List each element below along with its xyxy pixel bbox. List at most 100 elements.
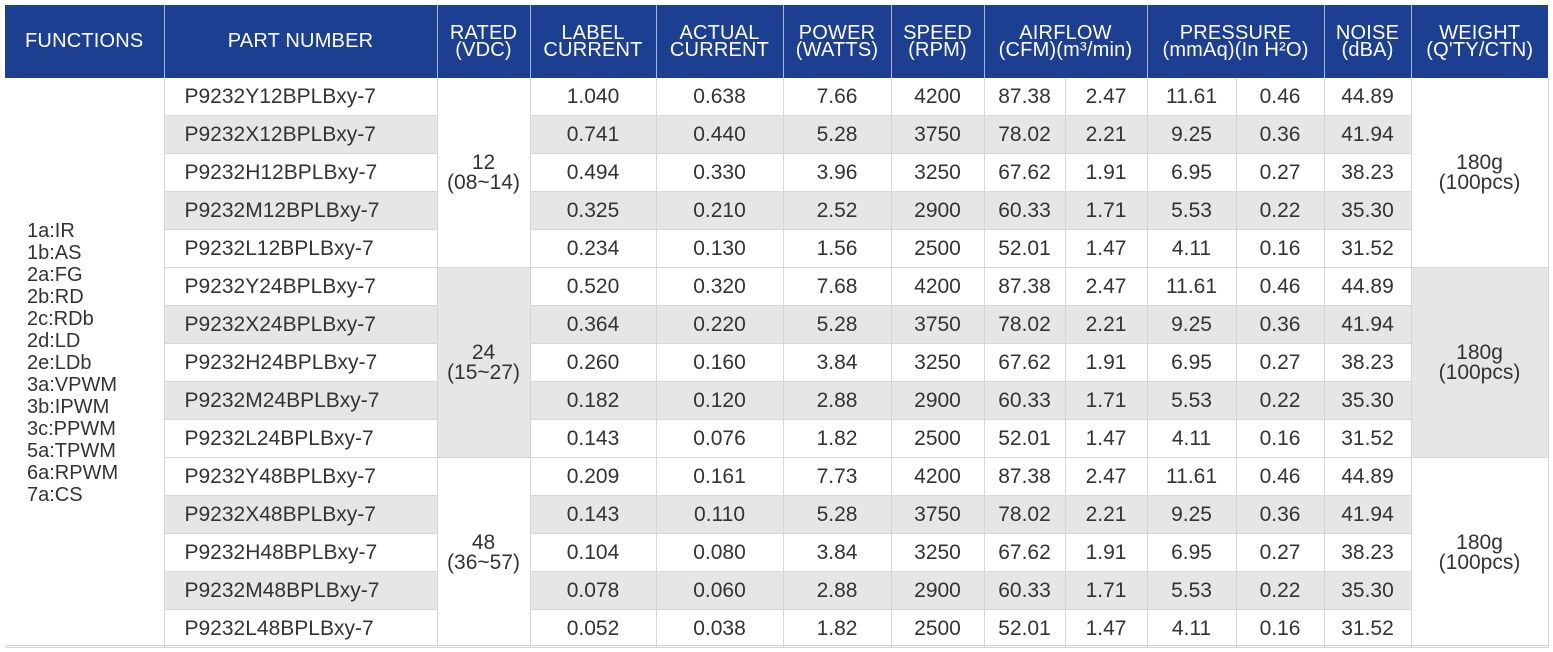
speed-cell: 2500 xyxy=(891,609,985,648)
table-row: P9232L12BPLBxy-7 0.234 0.130 1.56 2500 52.01 1… xyxy=(5,229,1548,268)
airflow-cfm-cell: 67.62 xyxy=(984,153,1066,192)
part-number-cell: P9232Y24BPLBxy-7 xyxy=(164,267,438,306)
airflow-cfm-cell: 52.01 xyxy=(984,419,1066,458)
noise-cell: 44.89 xyxy=(1324,457,1412,496)
label-current-cell: 1.040 xyxy=(530,78,657,116)
table-row: P9232Y48BPLBxy-7 48 (36~57) 0.209 0.161 7.73 4… xyxy=(5,457,1549,648)
rated-voltage-line: (08~14) xyxy=(447,170,520,194)
part-number-cell: P9232L48BPLBxy-7 xyxy=(164,609,438,648)
table-row: P9232H12BPLBxy-7 0.494 0.330 3.96 3250 67.62 1… xyxy=(5,153,1548,192)
airflow-cfm-cell: 87.38 xyxy=(984,457,1066,496)
speed-cell: 2900 xyxy=(891,571,985,610)
noise-cell: 38.23 xyxy=(1324,153,1412,192)
actual-current-cell: 0.076 xyxy=(656,419,784,458)
label-current-cell: 0.520 xyxy=(530,267,657,306)
noise-cell: 41.94 xyxy=(1324,305,1412,344)
function-item: 2c:RDb xyxy=(27,307,94,330)
airflow-m3min-cell: 2.21 xyxy=(1065,115,1148,154)
power-cell: 5.28 xyxy=(783,305,892,344)
pressure-inh2o-cell: 0.36 xyxy=(1236,115,1325,154)
pressure-mmaq-cell: 6.95 xyxy=(1147,533,1237,572)
noise-cell: 35.30 xyxy=(1324,191,1412,230)
header-noise-line1: NOISE xyxy=(1335,21,1400,44)
airflow-cfm-cell: 78.02 xyxy=(984,115,1066,154)
airflow-cfm-cell: 78.02 xyxy=(984,305,1066,344)
speed-cell: 2500 xyxy=(891,229,985,268)
airflow-cfm-cell: 52.01 xyxy=(984,609,1066,648)
function-item: 2d:LD xyxy=(27,329,81,352)
function-item: 3b:IPWM xyxy=(27,395,110,418)
noise-cell: 31.52 xyxy=(1324,609,1412,648)
pressure-mmaq-cell: 9.25 xyxy=(1147,115,1237,154)
table-row: 1a:IR 1b:AS 2a:FG 2b:RD 2c:RDb 2d:LD 2e:LDb 3a:… xyxy=(5,78,1549,648)
noise-cell: 35.30 xyxy=(1324,381,1412,420)
rated-voltage-line: (15~27) xyxy=(447,360,520,384)
noise-cell: 35.30 xyxy=(1324,571,1412,610)
function-item: 2a:FG xyxy=(27,263,83,286)
table-row: P9232M24BPLBxy-7 0.182 0.120 2.88 2900 60.33 1… xyxy=(5,381,1548,420)
noise-cell: 38.23 xyxy=(1324,343,1412,382)
power-cell: 5.28 xyxy=(783,495,892,534)
power-cell: 7.66 xyxy=(783,78,892,116)
function-item: 1b:AS xyxy=(27,241,82,264)
table-row: P9232X48BPLBxy-7 0.143 0.110 5.28 3750 78.02 2… xyxy=(5,495,1548,534)
airflow-cfm-cell: 60.33 xyxy=(984,381,1066,420)
part-number-cell: P9232Y48BPLBxy-7 xyxy=(164,457,438,496)
pressure-mmaq-cell: 4.11 xyxy=(1147,229,1237,268)
header-label-current: LABEL CURRENT xyxy=(530,5,657,78)
rated-voltage-line: 48 xyxy=(471,530,496,554)
header-actual-current: ACTUAL CURRENT xyxy=(656,5,784,78)
airflow-cfm-cell: 52.01 xyxy=(984,229,1066,268)
part-number-cell: P9232X48BPLBxy-7 xyxy=(164,495,438,534)
airflow-m3min-cell: 1.47 xyxy=(1065,229,1148,268)
label-current-cell: 0.494 xyxy=(530,153,657,192)
label-current-cell: 0.364 xyxy=(530,305,657,344)
pressure-mmaq-cell: 9.25 xyxy=(1147,305,1237,344)
power-cell: 7.68 xyxy=(783,267,892,306)
actual-current-cell: 0.060 xyxy=(656,571,784,610)
pressure-inh2o-cell: 0.16 xyxy=(1236,419,1325,458)
airflow-m3min-cell: 1.71 xyxy=(1065,571,1148,610)
power-cell: 1.56 xyxy=(783,229,892,268)
label-current-cell: 0.104 xyxy=(530,533,657,572)
label-current-cell: 0.209 xyxy=(530,457,657,496)
airflow-cfm-cell: 78.02 xyxy=(984,495,1066,534)
airflow-cfm-cell: 60.33 xyxy=(984,191,1066,230)
function-item: 6a:RPWM xyxy=(27,461,119,484)
airflow-m3min-cell: 1.47 xyxy=(1065,419,1148,458)
speed-cell: 2900 xyxy=(891,191,985,230)
function-item: 5a:TPWM xyxy=(27,439,116,462)
actual-current-cell: 0.330 xyxy=(656,153,784,192)
part-number-cell: P9232M12BPLBxy-7 xyxy=(164,191,438,230)
function-item: 2e:LDb xyxy=(27,351,92,374)
part-number-cell: P9232L24BPLBxy-7 xyxy=(164,419,438,458)
weight-line: (100pcs) xyxy=(1438,170,1521,194)
pressure-inh2o-cell: 0.46 xyxy=(1236,78,1325,116)
noise-cell: 31.52 xyxy=(1324,229,1412,268)
header-power-line1: POWER xyxy=(798,21,876,44)
airflow-cfm-cell: 67.62 xyxy=(984,533,1066,572)
pressure-inh2o-cell: 0.36 xyxy=(1236,305,1325,344)
header-noise-line2: (dBA) xyxy=(1341,38,1394,61)
pressure-inh2o-cell: 0.46 xyxy=(1236,267,1325,306)
pressure-inh2o-cell: 0.16 xyxy=(1236,609,1325,648)
part-number-cell: P9232M48BPLBxy-7 xyxy=(164,571,438,610)
label-current-cell: 0.182 xyxy=(530,381,657,420)
header-airflow-line1: AIRFLOW xyxy=(1019,21,1112,44)
part-number-cell: P9232H48BPLBxy-7 xyxy=(164,533,438,572)
header-rated-line2: (VDC) xyxy=(455,38,512,61)
rated-voltage-line: (36~57) xyxy=(447,550,520,574)
part-number-cell: P9232L12BPLBxy-7 xyxy=(164,229,438,268)
label-current-cell: 0.143 xyxy=(530,495,657,534)
weight-line: 180g xyxy=(1456,150,1503,174)
power-cell: 1.82 xyxy=(783,609,892,648)
header-airflow-line2: (CFM)(m³/min) xyxy=(998,38,1133,61)
header-label-current-line2: CURRENT xyxy=(543,38,643,61)
speed-cell: 2500 xyxy=(891,419,985,458)
weight-line: 180g xyxy=(1456,530,1503,554)
speed-cell: 3250 xyxy=(891,153,985,192)
pressure-mmaq-cell: 5.53 xyxy=(1147,381,1237,420)
pressure-inh2o-cell: 0.46 xyxy=(1236,457,1325,496)
airflow-cfm-cell: 87.38 xyxy=(984,78,1066,116)
header-row: FUNCTIONS PART NUMBER RATED (VDC) LABEL CU… xyxy=(5,5,1549,78)
